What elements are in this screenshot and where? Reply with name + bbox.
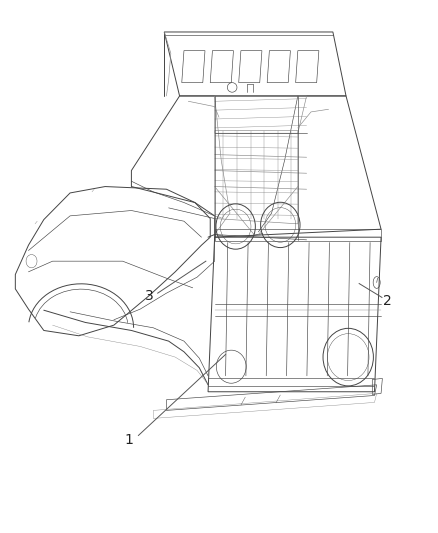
Text: 1: 1 <box>125 433 134 447</box>
Text: 2: 2 <box>383 294 392 308</box>
Text: 3: 3 <box>145 289 153 303</box>
